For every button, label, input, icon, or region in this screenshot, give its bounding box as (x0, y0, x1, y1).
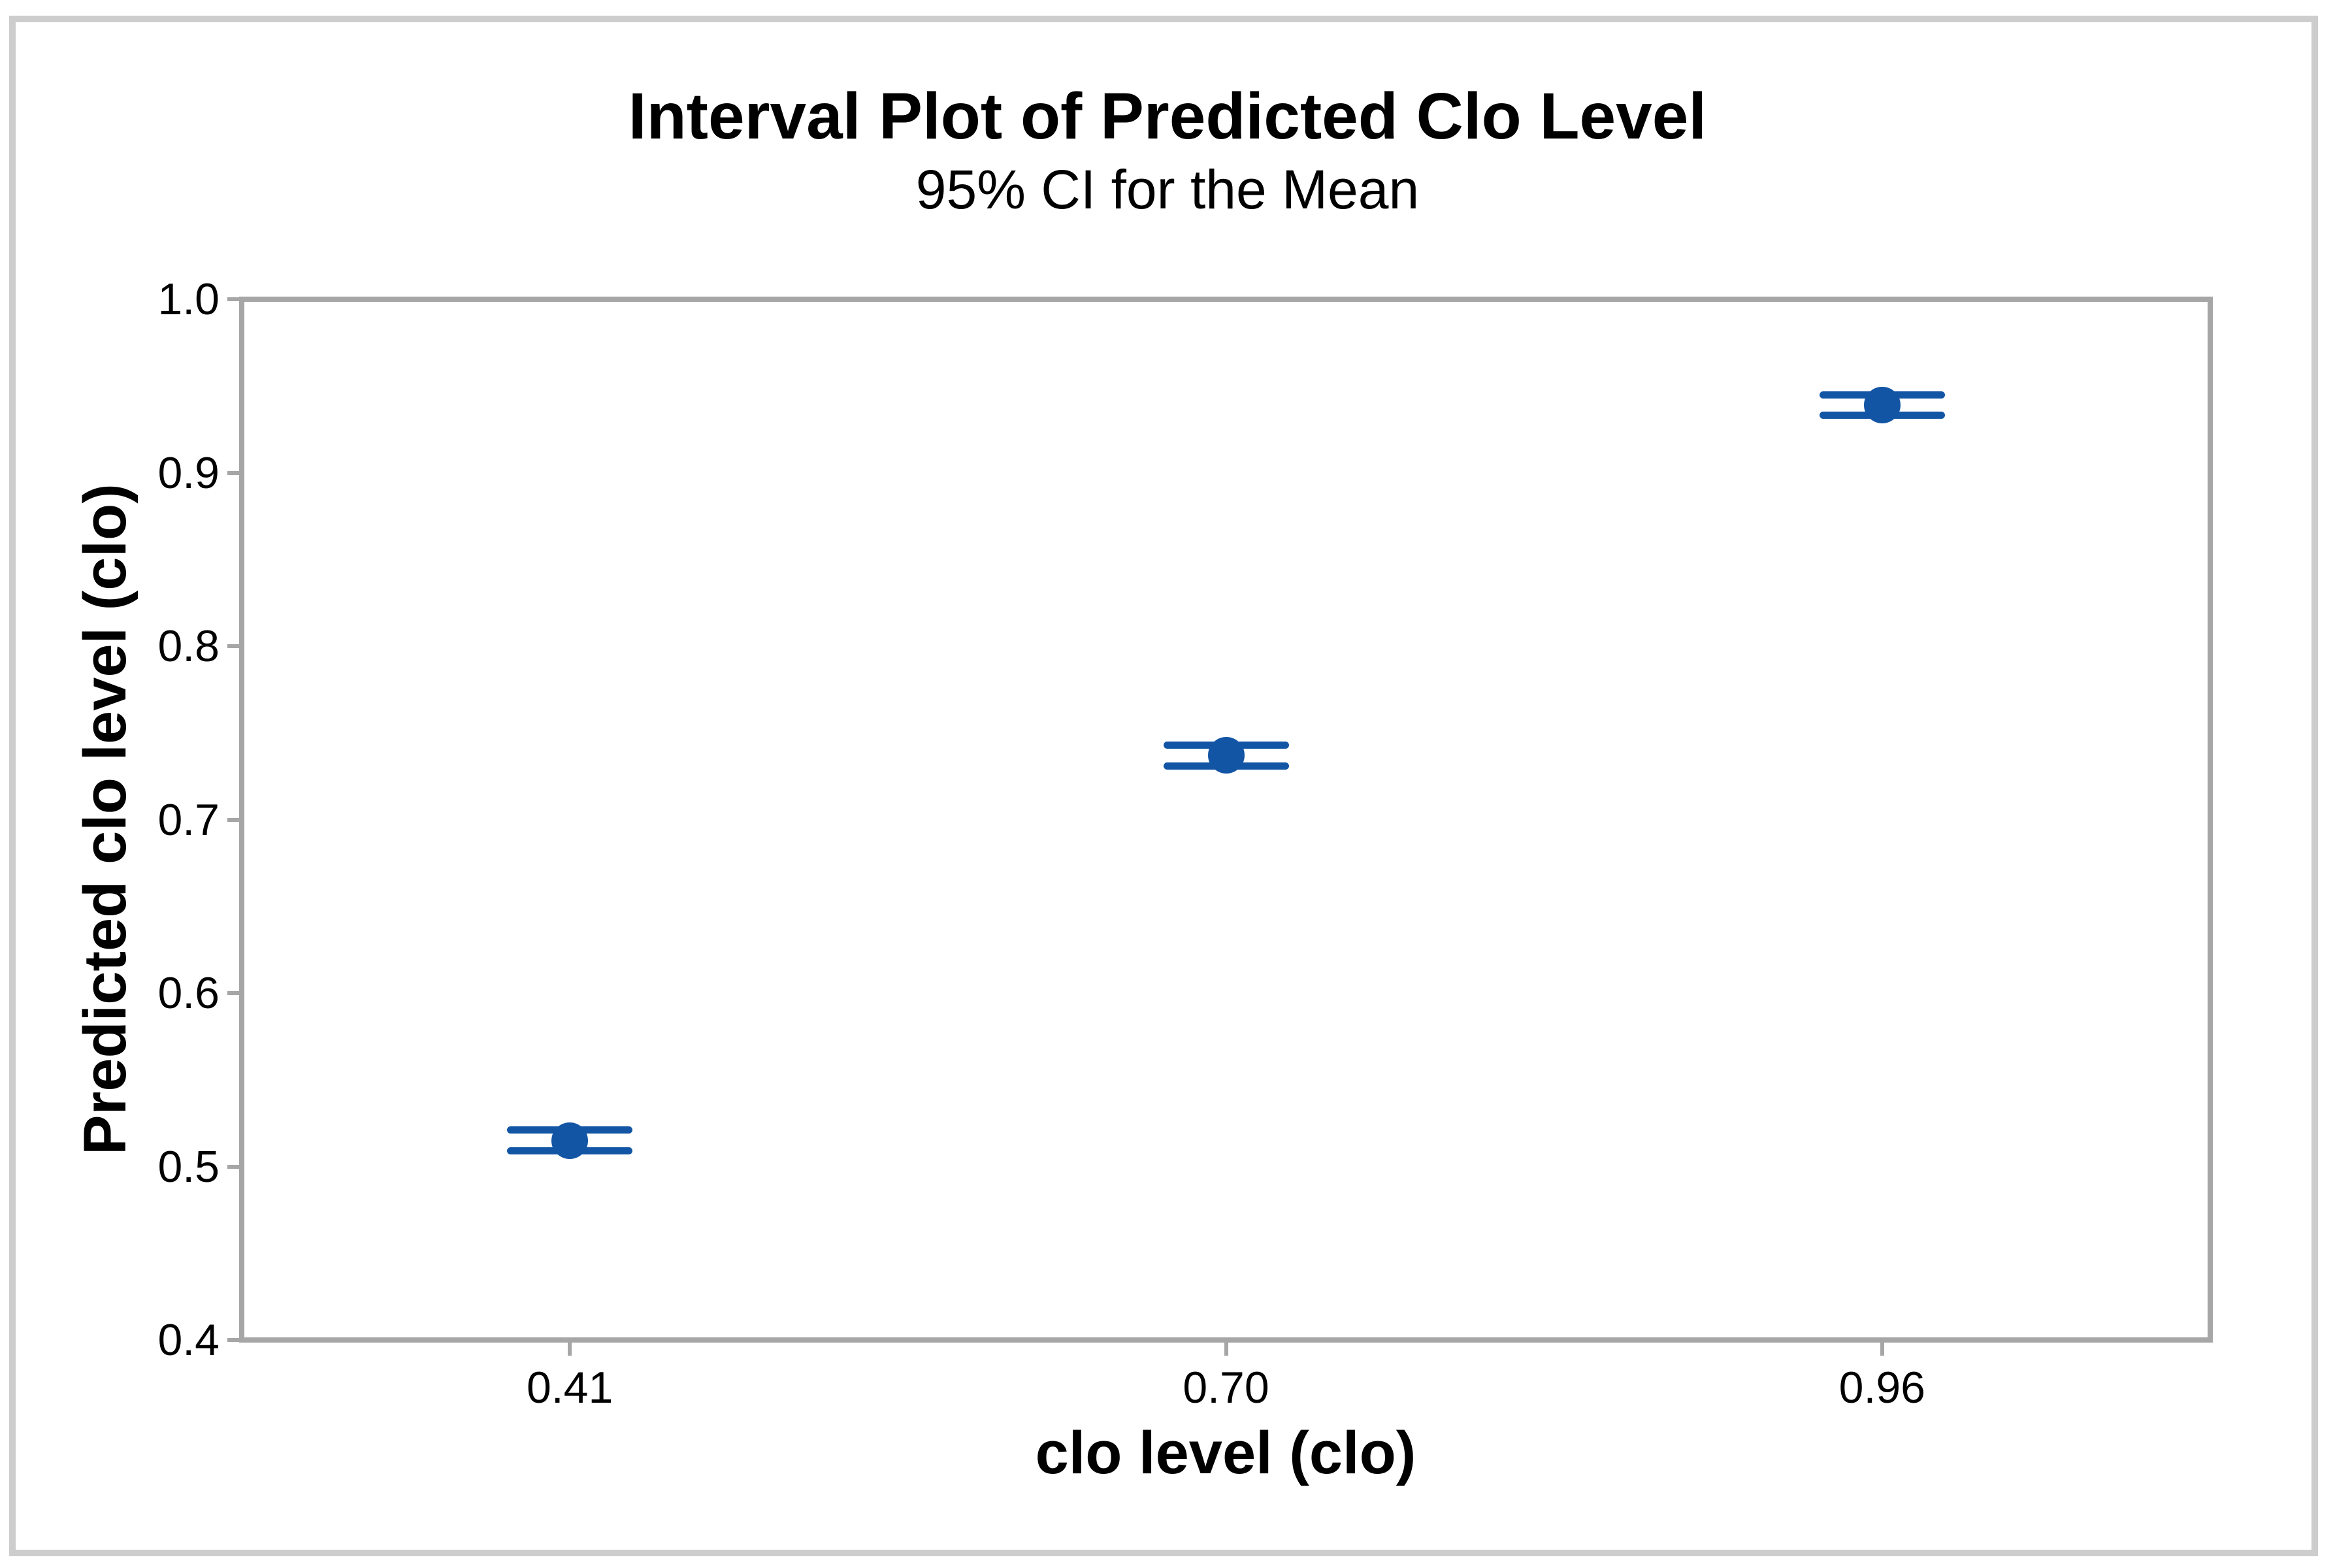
chart-title: Interval Plot of Predicted Clo Level (628, 80, 1707, 153)
chart-subtitle: 95% CI for the Mean (915, 159, 1420, 220)
x-tick (568, 1340, 572, 1356)
y-tick-label: 0.8 (157, 621, 220, 671)
y-tick (227, 297, 242, 301)
x-tick (1880, 1340, 1884, 1356)
y-tick-label: 1.0 (157, 274, 220, 324)
x-tick-label: 0.70 (1183, 1363, 1269, 1413)
y-tick-label: 0.5 (157, 1141, 220, 1192)
y-tick (227, 817, 242, 822)
y-tick-label: 0.6 (157, 968, 220, 1018)
y-tick-label: 0.9 (157, 448, 220, 498)
x-tick-label: 0.41 (526, 1363, 613, 1413)
mean-marker (1207, 737, 1245, 774)
y-tick (227, 470, 242, 475)
mean-marker (1863, 386, 1901, 423)
y-tick (227, 1164, 242, 1169)
y-tick-label: 0.4 (157, 1315, 220, 1365)
y-tick (227, 644, 242, 648)
y-tick (227, 991, 242, 995)
x-tick (1224, 1340, 1228, 1356)
y-tick-label: 0.7 (157, 794, 220, 845)
mean-marker (551, 1122, 589, 1159)
y-tick (227, 1338, 242, 1342)
x-tick-label: 0.96 (1838, 1363, 1925, 1413)
x-axis-title: clo level (clo) (1035, 1420, 1416, 1486)
plot-area (239, 297, 2213, 1343)
